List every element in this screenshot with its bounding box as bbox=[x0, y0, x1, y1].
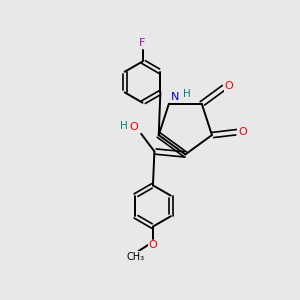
Text: H: H bbox=[120, 121, 128, 130]
Text: O: O bbox=[129, 122, 138, 132]
Text: N: N bbox=[171, 92, 180, 102]
Text: H: H bbox=[183, 88, 190, 98]
Text: O: O bbox=[148, 240, 157, 250]
Text: O: O bbox=[225, 81, 233, 91]
Text: O: O bbox=[238, 127, 247, 137]
Text: CH₃: CH₃ bbox=[126, 252, 144, 262]
Text: F: F bbox=[139, 38, 146, 48]
